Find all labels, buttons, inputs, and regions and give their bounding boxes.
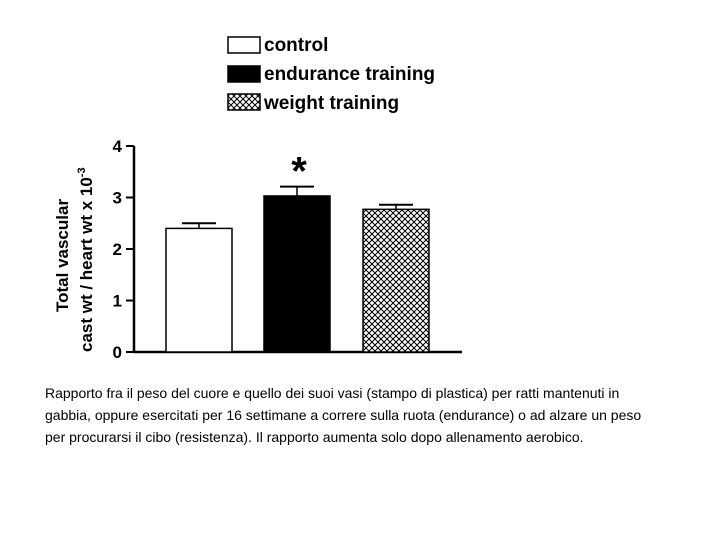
- legend-swatch-weight: [227, 93, 261, 111]
- bar-chart: control endurance training weight traini…: [53, 35, 462, 362]
- y-axis-ticks: 0 1 2 3 4: [113, 137, 134, 362]
- bars: [165, 185, 430, 353]
- significance-asterisk: *: [291, 150, 307, 194]
- legend-label-weight: weight training: [263, 93, 399, 114]
- y-tick-label: 4: [113, 137, 123, 156]
- legend-label-endurance: endurance training: [264, 64, 435, 85]
- y-axis-label-line2: cast wt / heart wt x 10-3: [76, 167, 96, 352]
- legend: control endurance training weight traini…: [227, 35, 435, 114]
- bar-endurance: [263, 195, 331, 353]
- legend-swatch-endurance: [227, 65, 261, 83]
- y-tick-label: 1: [113, 292, 122, 311]
- y-tick-label: 2: [113, 240, 122, 259]
- legend-label-control: control: [264, 35, 328, 56]
- y-tick-label: 0: [113, 343, 122, 362]
- y-axis-label: Total vascular cast wt / heart wt x 10-3: [53, 167, 96, 352]
- y-tick-label: 3: [113, 189, 122, 208]
- y-axis-label-line1: Total vascular: [53, 199, 72, 312]
- bar-weight: [362, 208, 430, 353]
- legend-swatch-control: [227, 36, 261, 54]
- bar-control: [165, 227, 233, 353]
- figure-caption: Rapporto fra il peso del cuore e quello …: [45, 385, 642, 445]
